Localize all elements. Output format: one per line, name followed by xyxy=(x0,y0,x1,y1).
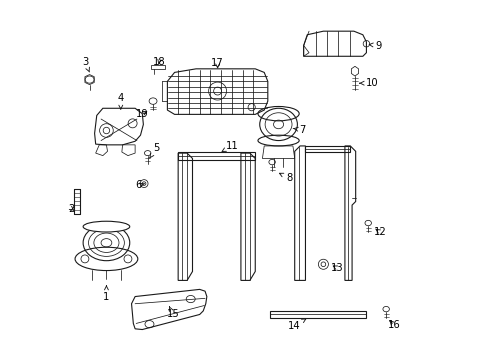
Text: 4: 4 xyxy=(118,93,123,109)
Text: 19: 19 xyxy=(136,109,148,119)
Text: 3: 3 xyxy=(81,57,89,72)
Text: 2: 2 xyxy=(68,204,75,214)
Text: 1: 1 xyxy=(103,286,109,302)
Text: 18: 18 xyxy=(153,57,165,67)
Text: 9: 9 xyxy=(368,41,382,50)
Text: 14: 14 xyxy=(287,319,305,331)
Text: 15: 15 xyxy=(166,307,179,319)
Text: 6: 6 xyxy=(135,180,144,190)
Text: 12: 12 xyxy=(373,227,386,237)
Text: 7: 7 xyxy=(293,125,305,135)
Text: 5: 5 xyxy=(149,143,160,158)
Text: 8: 8 xyxy=(279,173,292,183)
Text: 10: 10 xyxy=(359,78,377,88)
Text: 17: 17 xyxy=(211,58,224,68)
Text: 11: 11 xyxy=(222,141,238,152)
Ellipse shape xyxy=(258,107,299,121)
Text: 16: 16 xyxy=(387,320,400,330)
Ellipse shape xyxy=(83,221,129,232)
Text: 13: 13 xyxy=(330,263,343,273)
